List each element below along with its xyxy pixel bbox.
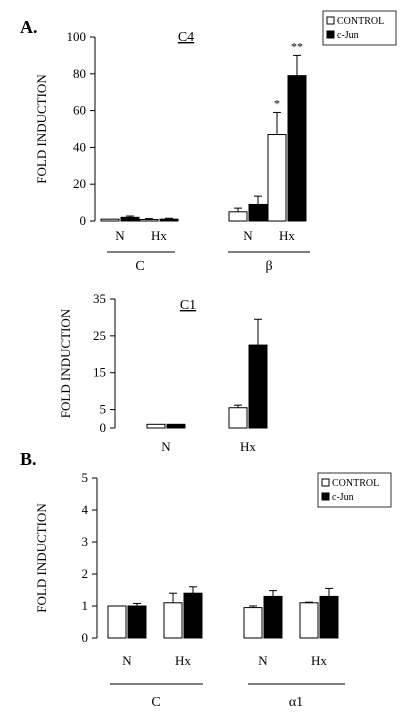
bar-control: [228, 407, 248, 429]
bar-cjun: [127, 605, 147, 639]
legend-label-cjun: c-Jun: [337, 30, 359, 41]
y-tick-label: 0: [100, 420, 107, 435]
bar-cjun: [120, 216, 140, 222]
bar-control: [163, 602, 183, 639]
bar-cjun: [248, 344, 268, 429]
y-tick-label: 15: [93, 365, 106, 380]
bar-control: [107, 605, 127, 639]
bar-control: [139, 219, 159, 222]
bar-control: [100, 218, 120, 222]
legend-label-cjun: c-Jun: [332, 492, 354, 503]
chart-c1: 0 5 15 25 35 FOLD INDUCTION C1 N Hx: [58, 291, 268, 454]
y-tick-label: 2: [82, 566, 89, 581]
bar-cjun: [287, 75, 307, 222]
y-tick-label: 80: [73, 66, 86, 81]
x-category-label: Hx: [151, 228, 167, 243]
x-category-label: Hx: [175, 653, 191, 668]
y-tick-label: 40: [73, 139, 86, 154]
y-tick-label: 25: [93, 328, 106, 343]
x-category-label: N: [122, 653, 132, 668]
legend-label-control: CONTROL: [337, 16, 384, 27]
y-tick-label: 0: [82, 630, 89, 645]
y-tick-label: 100: [67, 29, 87, 44]
x-category-label: N: [258, 653, 268, 668]
group-label: β: [265, 259, 272, 274]
bar-cjun: [263, 595, 283, 639]
significance-marker: **: [291, 39, 303, 53]
panel-label-a: A.: [20, 17, 38, 37]
group-label: α1: [289, 695, 303, 710]
y-tick-label: 4: [82, 502, 89, 517]
y-tick-label: 3: [82, 534, 89, 549]
group-label: C: [135, 259, 144, 274]
bar-cjun: [319, 595, 339, 639]
legend-swatch-cjun: [326, 30, 335, 39]
legend-box: [317, 472, 392, 508]
y-tick-label: 35: [93, 291, 106, 306]
x-category-label: Hx: [311, 653, 327, 668]
x-category-label: N: [115, 228, 125, 243]
bar-control: [243, 607, 263, 639]
y-tick-label: 1: [82, 598, 89, 613]
bar-control: [228, 211, 248, 222]
y-tick-label: 20: [73, 176, 86, 191]
legend-swatch-cjun: [321, 492, 330, 501]
legend-swatch-control: [321, 478, 330, 487]
group-label: C: [151, 695, 160, 710]
y-tick-label: 0: [80, 213, 87, 228]
bar-cjun: [166, 423, 186, 429]
y-axis-label: FOLD INDUCTION: [34, 74, 49, 184]
bar-control: [146, 423, 166, 429]
y-tick-label: 5: [100, 402, 107, 417]
legend-label-control: CONTROL: [332, 478, 379, 489]
bar-cjun: [183, 592, 203, 639]
legend-box: [322, 10, 397, 46]
x-category-label: N: [161, 439, 171, 454]
x-category-label: Hx: [240, 439, 256, 454]
bar-cjun: [159, 218, 179, 222]
legend-swatch-control: [326, 16, 335, 25]
bar-cjun: [248, 203, 268, 222]
chart-title: C4: [178, 30, 194, 45]
y-tick-label: 60: [73, 103, 86, 118]
x-category-label: N: [243, 228, 253, 243]
chart-title: C1: [180, 298, 196, 313]
y-tick-label: 5: [82, 470, 89, 485]
chart-b: 0 1 2 3 4 5 FOLD INDUCTION N Hx N Hx C α1 CONTROL c-Ju…: [34, 470, 392, 710]
y-axis-label: FOLD INDUCTION: [34, 503, 49, 613]
panel-label-b: B.: [20, 449, 37, 469]
y-axis-label: FOLD INDUCTION: [58, 308, 73, 418]
x-category-label: Hx: [279, 228, 295, 243]
significance-marker: *: [274, 96, 280, 110]
bar-control: [267, 134, 287, 222]
bar-control: [299, 602, 319, 639]
